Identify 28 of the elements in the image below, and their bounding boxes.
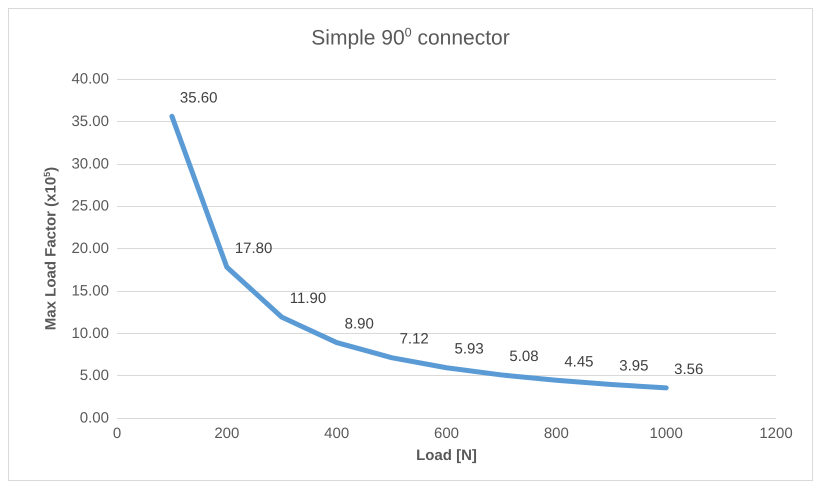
data-label: 35.60 <box>180 89 218 106</box>
data-label: 11.90 <box>290 290 326 308</box>
y-tick-label: 0.00 <box>80 410 109 426</box>
data-label: 17.80 <box>234 240 272 258</box>
y-axis-title: Max Load Factor (x105) <box>42 166 60 330</box>
y-tick-label: 40.00 <box>71 70 109 88</box>
data-label: 3.56 <box>674 360 704 378</box>
y-tick-label: 10.00 <box>71 324 109 342</box>
x-axis-title: Load [N] <box>416 447 477 464</box>
x-tick-label: 600 <box>434 425 460 442</box>
y-tick-label: 20.00 <box>71 240 109 257</box>
x-tick-label: 1000 <box>649 425 683 442</box>
x-tick-label: 400 <box>324 425 350 442</box>
x-tick-label: 200 <box>214 425 240 442</box>
x-tick-label: 800 <box>544 425 569 442</box>
x-tick-label: 1200 <box>759 425 793 442</box>
data-label: 4.45 <box>564 353 594 370</box>
y-tick-label: 5.00 <box>80 367 109 384</box>
y-tick-label: 15.00 <box>71 282 109 300</box>
y-tick-label: 35.00 <box>71 112 109 130</box>
x-tick-label: 0 <box>112 425 122 442</box>
y-tick-label: 25.00 <box>71 198 109 215</box>
y-tick-label: 30.00 <box>71 155 109 172</box>
data-label: 8.90 <box>344 316 374 333</box>
data-label: 5.08 <box>509 348 539 365</box>
data-label: 3.95 <box>619 358 648 375</box>
data-label: 5.93 <box>454 340 484 358</box>
data-label: 7.12 <box>400 330 429 348</box>
